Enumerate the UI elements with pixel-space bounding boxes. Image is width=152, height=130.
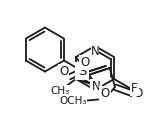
Text: O: O: [100, 87, 110, 100]
Text: CH₃: CH₃: [50, 86, 70, 96]
Text: O: O: [59, 65, 68, 78]
Text: N: N: [92, 80, 100, 93]
Text: OCH₃: OCH₃: [59, 96, 86, 106]
Text: N: N: [91, 45, 99, 58]
Text: F: F: [131, 82, 138, 95]
Text: S: S: [78, 64, 86, 77]
Text: O: O: [80, 56, 89, 69]
Text: O: O: [133, 87, 143, 100]
